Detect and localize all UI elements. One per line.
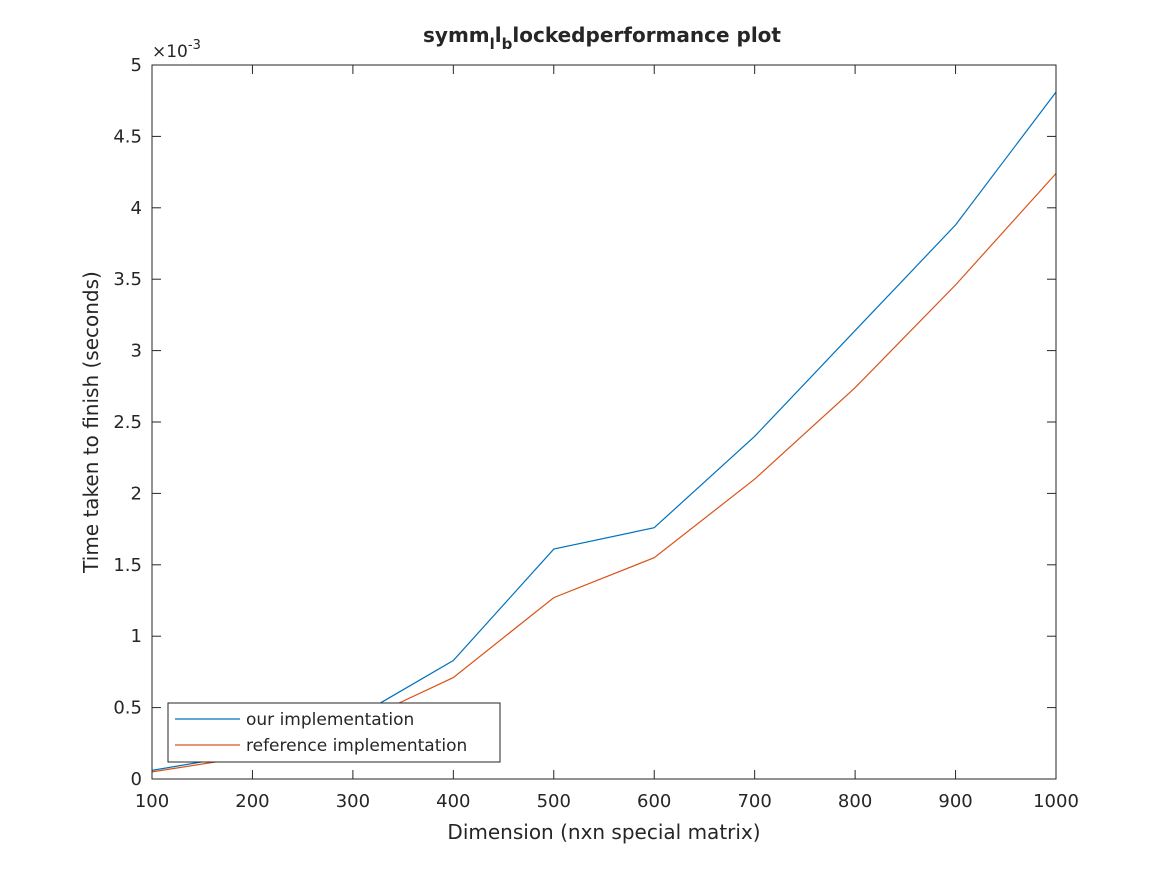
y-tick-label: 3 (131, 341, 142, 362)
x-tick-label: 300 (336, 791, 370, 812)
y-axis-label: Time taken to finish (seconds) (79, 271, 103, 574)
series-layer (151, 91, 1057, 773)
ticks-layer: 100 200 300 400 500 600 700 800 900 1000 0 0.5 1 1.5 2… (113, 55, 1079, 812)
x-tick-label: 700 (737, 791, 771, 812)
x-axis-label: Dimension (nxn special matrix) (447, 820, 760, 844)
y-tick-label: 2.5 (113, 412, 142, 433)
y-tick-label: 1.5 (113, 555, 142, 576)
x-tick-label: 500 (537, 791, 571, 812)
y-tick-label: 5 (131, 55, 142, 76)
legend: our implementation reference implementat… (167, 702, 501, 763)
x-tick-label: 100 (135, 791, 169, 812)
legend-label-reference-implementation: reference implementation (246, 736, 467, 756)
y-tick-label: 4 (131, 198, 142, 219)
y-tick-label: 1 (131, 626, 142, 647)
series-line-reference-implementation (151, 173, 1057, 773)
y-tick-label: 0 (131, 769, 142, 790)
x-tick-label: 400 (436, 791, 470, 812)
y-tick-label: 0.5 (113, 698, 142, 719)
plot-area-frame (151, 64, 1057, 780)
x-tick-label: 1000 (1033, 791, 1079, 812)
x-tick-label: 800 (838, 791, 872, 812)
y-axis-exponent: ×10-3 (152, 38, 201, 62)
y-tick-label: 2 (131, 483, 142, 504)
y-tick-label: 3.5 (113, 269, 142, 290)
x-tick-label: 200 (235, 791, 269, 812)
legend-box (167, 702, 501, 763)
legend-label-our-implementation: our implementation (246, 710, 414, 730)
y-tick-label: 4.5 (113, 126, 142, 147)
x-tick-label: 900 (938, 791, 972, 812)
chart-title: symmllblockedperformance plot (423, 23, 781, 53)
x-tick-label: 600 (637, 791, 671, 812)
series-line-our-implementation (151, 91, 1057, 771)
